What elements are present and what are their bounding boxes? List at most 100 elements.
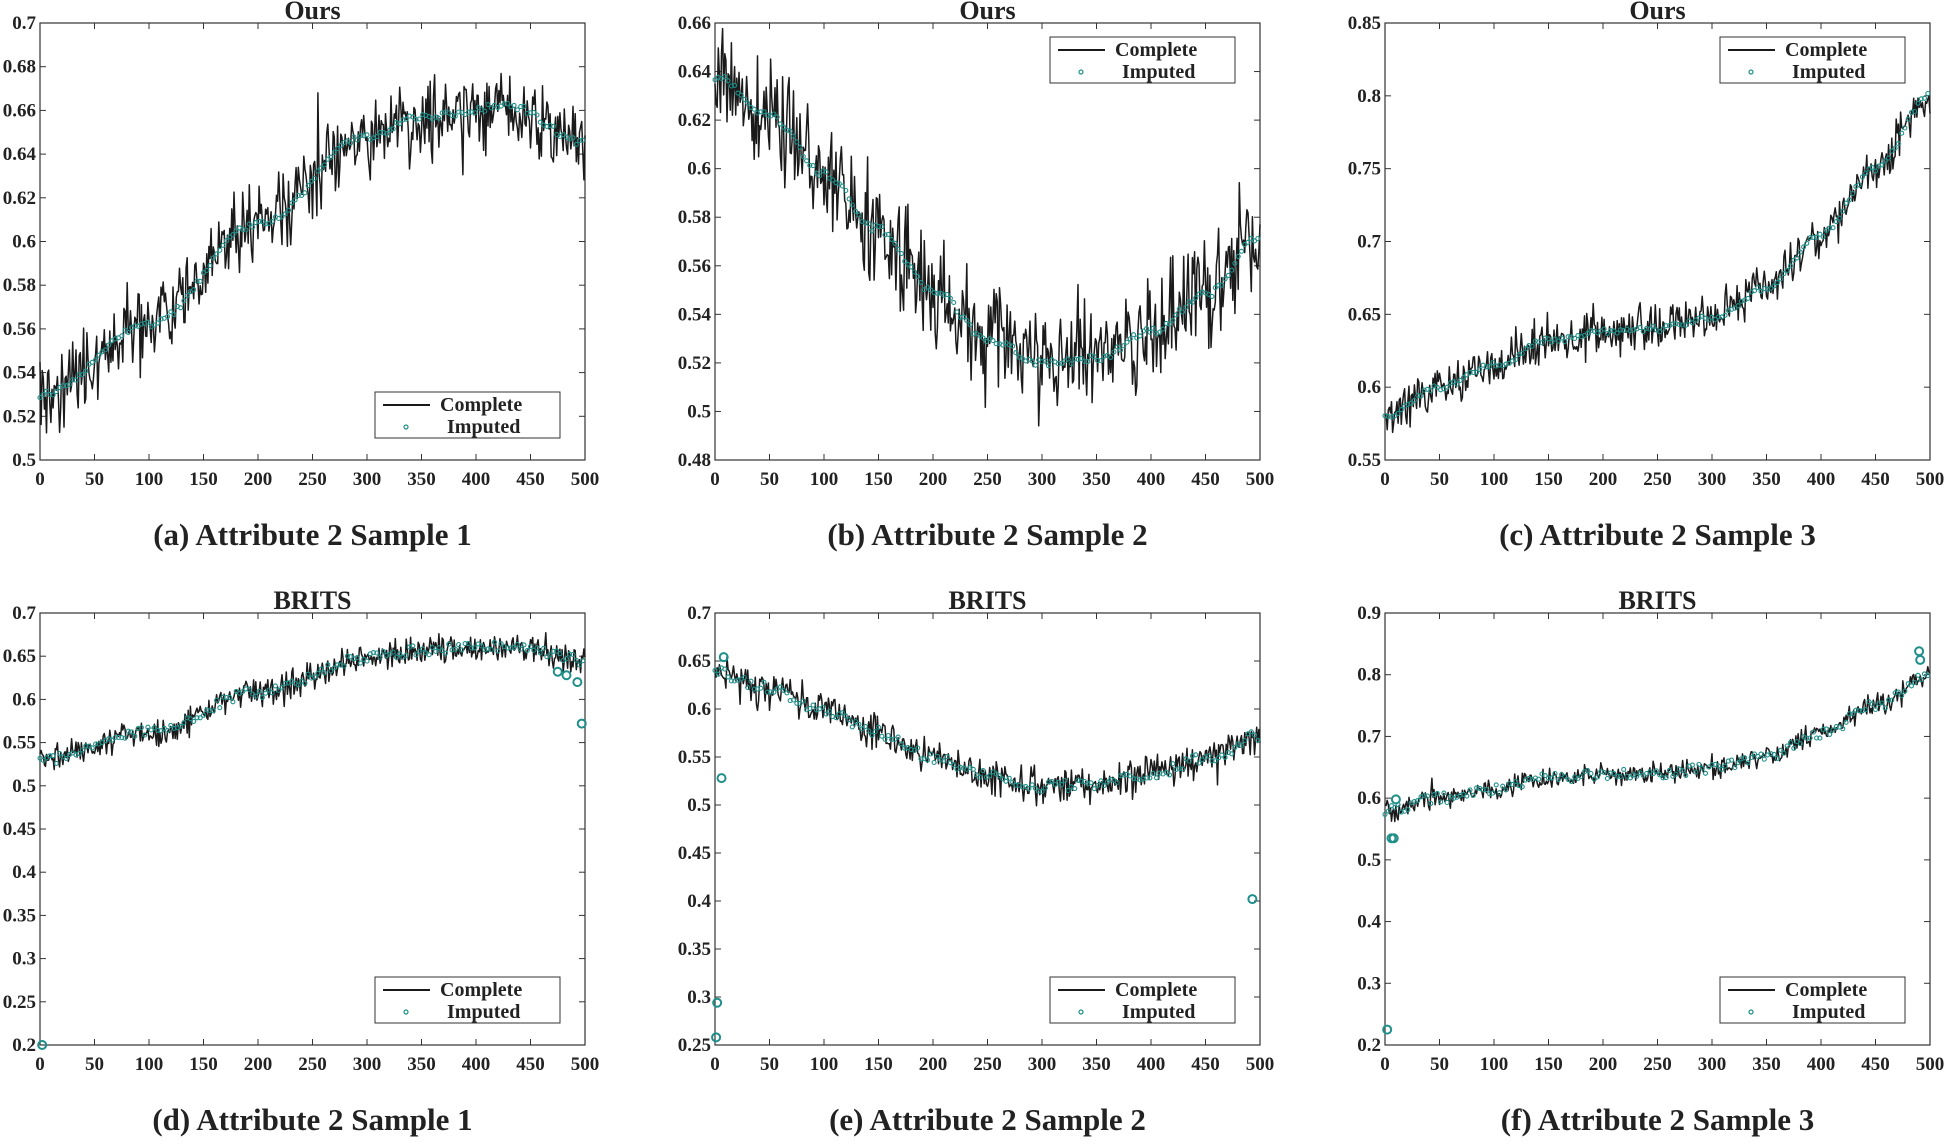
imputed-point [1925,673,1931,679]
imputed-point [951,299,957,306]
imputed-outlier-point [712,997,723,1008]
imputed-point [1036,788,1042,794]
imputed-point [63,755,69,761]
imputed-point [768,689,774,695]
imputed-point [931,290,937,296]
imputed-point [1519,350,1525,357]
imputed-point [272,683,278,689]
imputed-point [882,232,888,238]
imputed-point [712,77,718,83]
imputed-point [125,329,131,335]
imputed-point [1490,360,1496,366]
imputed-point [797,700,803,706]
imputed-point [1846,711,1852,717]
y-tick-label: 0.6 [1357,377,1381,398]
imputed-point [1683,322,1689,328]
imputed-point [1882,705,1888,711]
imputed-point [797,144,803,150]
imputed-point [941,292,947,298]
x-tick-label: 350 [407,469,436,490]
imputed-point [1144,775,1150,781]
imputed-point [331,665,337,671]
imputed-point [987,773,993,779]
imputed-point [889,236,895,242]
y-tick-label: 0.25 [3,992,36,1013]
imputed-point [1872,706,1879,713]
y-tick-label: 0.7 [687,603,711,624]
imputed-point [1797,741,1803,747]
imputed-point [758,109,764,115]
imputed-point [1729,757,1735,763]
imputed-point [1180,309,1186,315]
x-tick-label: 50 [85,469,104,490]
x-tick-label: 100 [135,1054,164,1075]
imputed-point [1124,339,1130,345]
imputed-point [83,368,89,374]
imputed-point [1029,358,1035,364]
imputed-point [1693,769,1699,775]
imputed-outlier-point [1382,1024,1393,1035]
imputed-point [243,227,249,233]
imputed-point [1552,770,1558,777]
imputed-point [488,647,494,653]
imputed-point [817,173,823,179]
imputed-point [1095,782,1101,789]
imputed-point [934,290,940,296]
imputed-point [1180,766,1186,772]
imputed-point [1889,148,1895,154]
imputed-point [1470,792,1476,798]
imputed-point [148,727,154,733]
imputed-point [456,109,462,115]
imputed-point [1608,770,1614,776]
imputed-point [1908,683,1915,689]
imputed-point [364,658,370,664]
imputed-point [1225,272,1231,278]
imputed-outlier-point [1915,654,1926,665]
imputed-point [846,717,852,723]
imputed-point [312,674,318,680]
imputed-point [1784,267,1790,273]
y-tick-label: 0.5 [1357,850,1381,871]
imputed-point [1585,768,1591,774]
imputed-point [1634,773,1640,779]
imputed-point [980,335,986,341]
imputed-point [869,732,875,738]
x-tick-label: 50 [760,469,779,490]
imputed-point [990,338,996,344]
imputed-point [181,298,187,304]
legend-box [1719,36,1906,84]
imputed-point [518,104,524,110]
imputed-point [50,392,56,398]
imputed-point [1045,779,1052,785]
imputed-point [1761,756,1767,762]
imputed-point [43,388,50,394]
imputed-point [138,321,144,327]
imputed-point [1245,239,1251,245]
imputed-outlier-point [1388,833,1399,844]
imputed-point [132,733,138,739]
y-tick-label: 0.54 [678,304,712,325]
imputed-point [341,663,347,669]
x-tick-label: 500 [1246,469,1275,490]
legend-box [374,391,561,439]
imputed-point [1814,234,1820,240]
imputed-point [1536,339,1542,345]
imputed-point [1899,693,1905,699]
imputed-point [1895,689,1901,695]
imputed-point [1850,190,1856,197]
x-tick-label: 450 [1191,1054,1220,1075]
imputed-point [217,247,223,253]
imputed-point [1823,227,1830,233]
imputed-point [1680,322,1686,328]
y-tick-label: 0.8 [1357,665,1381,686]
imputed-point [57,750,63,757]
imputed-point [328,668,334,674]
series-imputed [712,73,1261,369]
imputed-point [898,741,904,747]
imputed-point [1509,781,1516,788]
imputed-point [1614,330,1620,336]
imputed-point [567,651,573,657]
imputed-point [843,713,849,719]
legend-label-imputed: Imputed [1792,1001,1865,1023]
